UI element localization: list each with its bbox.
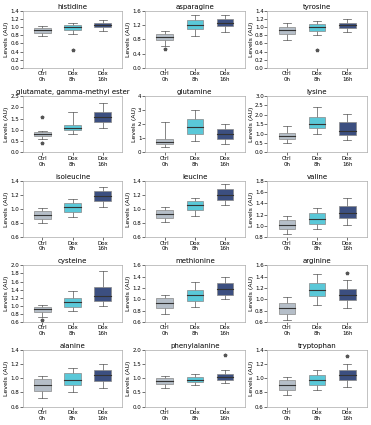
Bar: [217, 283, 233, 295]
Y-axis label: Levels (AU): Levels (AU): [127, 191, 131, 227]
Title: valine: valine: [306, 173, 328, 180]
Y-axis label: Levels (AU): Levels (AU): [4, 22, 9, 57]
Y-axis label: Levels (AU): Levels (AU): [127, 361, 131, 396]
Bar: [64, 374, 81, 385]
Bar: [64, 203, 81, 212]
Bar: [34, 28, 51, 33]
Title: glutamine: glutamine: [177, 89, 213, 95]
Bar: [187, 290, 203, 301]
Title: leucine: leucine: [182, 173, 207, 180]
Bar: [279, 380, 295, 390]
Y-axis label: Levels (AU): Levels (AU): [249, 22, 254, 57]
Y-axis label: Levels (AU): Levels (AU): [127, 22, 131, 57]
Title: histidine: histidine: [58, 4, 88, 10]
Bar: [309, 283, 325, 296]
Bar: [339, 206, 355, 218]
Bar: [187, 201, 203, 210]
Title: cysteine: cysteine: [58, 258, 87, 264]
Title: tyrosine: tyrosine: [303, 4, 331, 10]
Title: phenylalanine: phenylalanine: [170, 343, 220, 349]
Y-axis label: Levels (AU): Levels (AU): [249, 361, 254, 396]
Bar: [187, 20, 203, 29]
Bar: [339, 23, 355, 28]
Bar: [156, 34, 173, 40]
Bar: [279, 27, 295, 34]
Y-axis label: Levels (AU): Levels (AU): [4, 361, 9, 396]
Bar: [279, 303, 295, 314]
Bar: [279, 220, 295, 229]
Bar: [34, 379, 51, 391]
Bar: [64, 298, 81, 306]
Title: glutamate, gamma-methyl ester: glutamate, gamma-methyl ester: [16, 89, 129, 95]
Bar: [279, 133, 295, 139]
Bar: [339, 122, 355, 135]
Bar: [94, 287, 111, 301]
Y-axis label: Levels (AU): Levels (AU): [4, 191, 9, 227]
Bar: [94, 112, 111, 122]
Bar: [156, 210, 173, 218]
Y-axis label: Levels (AU): Levels (AU): [127, 276, 131, 312]
Bar: [187, 377, 203, 382]
Title: isoleucine: isoleucine: [55, 173, 90, 180]
Bar: [309, 116, 325, 127]
Bar: [156, 378, 173, 384]
Bar: [94, 370, 111, 381]
Title: alanine: alanine: [60, 343, 85, 349]
Bar: [94, 23, 111, 27]
Bar: [156, 298, 173, 308]
Bar: [339, 289, 355, 300]
Y-axis label: Levels (AU): Levels (AU): [249, 191, 254, 227]
Title: tryptophan: tryptophan: [298, 343, 336, 349]
Y-axis label: Levels (AU): Levels (AU): [4, 276, 9, 312]
Bar: [34, 132, 51, 136]
Title: lysine: lysine: [307, 89, 327, 95]
Bar: [34, 307, 51, 312]
Title: arginine: arginine: [303, 258, 331, 264]
Title: methionine: methionine: [175, 258, 215, 264]
Bar: [217, 374, 233, 380]
Y-axis label: Levels (AU): Levels (AU): [4, 107, 9, 142]
Bar: [217, 189, 233, 200]
Bar: [187, 119, 203, 134]
Bar: [64, 25, 81, 30]
Bar: [217, 19, 233, 26]
Bar: [309, 24, 325, 31]
Y-axis label: Levels (AU): Levels (AU): [132, 107, 137, 142]
Bar: [309, 213, 325, 224]
Bar: [156, 139, 173, 144]
Bar: [64, 125, 81, 130]
Y-axis label: Levels (AU): Levels (AU): [249, 276, 254, 312]
Bar: [34, 211, 51, 219]
Y-axis label: Levels (AU): Levels (AU): [249, 107, 254, 142]
Bar: [339, 370, 355, 380]
Bar: [217, 129, 233, 139]
Bar: [309, 375, 325, 385]
Title: asparagine: asparagine: [175, 4, 214, 10]
Bar: [94, 190, 111, 201]
